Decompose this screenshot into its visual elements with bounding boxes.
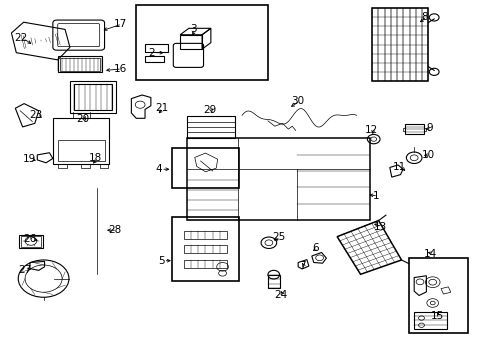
Bar (405, 124, 423, 134)
Text: 26: 26 (23, 234, 37, 244)
Text: 16: 16 (113, 64, 126, 74)
Bar (396, 8, 403, 81)
Bar (186, 138, 369, 220)
Bar (183, 260, 227, 267)
Bar (267, 275, 279, 288)
Bar (53, 118, 109, 164)
Text: 5: 5 (158, 256, 164, 266)
Text: 30: 30 (291, 96, 304, 106)
Bar (390, 8, 396, 81)
Bar (172, 217, 238, 281)
Bar (415, 8, 421, 81)
Bar (60, 58, 100, 71)
Bar (413, 312, 447, 329)
Text: 19: 19 (22, 154, 36, 164)
Bar (58, 56, 102, 72)
Bar (371, 8, 378, 81)
Bar (183, 245, 227, 253)
Bar (408, 258, 467, 333)
Bar (136, 5, 267, 80)
Text: 29: 29 (203, 105, 216, 115)
Bar (378, 8, 384, 81)
Text: 6: 6 (311, 243, 318, 253)
Bar (403, 8, 409, 81)
Text: 14: 14 (423, 248, 436, 258)
Bar (409, 8, 415, 81)
Text: 11: 11 (392, 162, 406, 172)
Bar (58, 164, 67, 168)
Bar (172, 148, 238, 188)
Bar (100, 164, 108, 168)
Bar (19, 234, 43, 248)
Bar (384, 8, 390, 81)
Bar (421, 8, 427, 81)
Bar (58, 140, 104, 161)
Text: 28: 28 (108, 225, 122, 235)
Text: 25: 25 (271, 232, 285, 242)
Bar (21, 236, 41, 247)
Text: 9: 9 (426, 123, 432, 133)
Text: 8: 8 (421, 12, 427, 22)
Text: 18: 18 (89, 153, 102, 163)
Text: 17: 17 (113, 19, 126, 29)
Text: 2: 2 (148, 48, 155, 58)
Text: 1: 1 (372, 191, 379, 201)
Text: 12: 12 (364, 125, 377, 135)
Bar (81, 164, 90, 168)
Bar (74, 84, 112, 110)
Bar (423, 128, 426, 131)
Text: 23: 23 (29, 111, 42, 121)
Text: 27: 27 (19, 265, 32, 275)
Text: 24: 24 (274, 291, 287, 301)
Bar (186, 116, 234, 138)
Text: 4: 4 (156, 164, 162, 174)
Text: 20: 20 (76, 114, 89, 124)
Text: 21: 21 (155, 103, 168, 113)
Bar (180, 35, 202, 49)
Bar (183, 231, 227, 239)
Bar (144, 44, 167, 51)
Bar (402, 128, 405, 131)
Text: 13: 13 (373, 222, 386, 231)
Bar (144, 56, 163, 62)
Text: 10: 10 (422, 150, 434, 160)
Bar (70, 81, 116, 113)
Bar (371, 8, 427, 81)
Text: 22: 22 (15, 33, 28, 43)
Text: 15: 15 (429, 311, 443, 321)
Text: 3: 3 (190, 24, 196, 35)
Text: 7: 7 (298, 261, 305, 271)
